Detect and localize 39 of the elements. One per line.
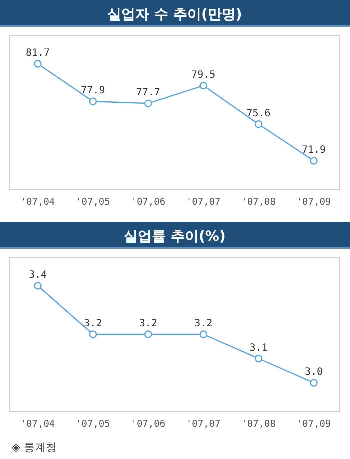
x-tick-label: '07,08 (242, 197, 276, 208)
point (89, 330, 98, 338)
data-label: 71.9 (302, 145, 326, 156)
data-label: 79.5 (192, 70, 216, 81)
data-label: 75.6 (246, 108, 271, 120)
data-label: 3.4 (28, 270, 48, 281)
point (144, 330, 152, 338)
text: ◈ 통계청 (12, 441, 57, 454)
x-tick-label: '07,04 (20, 197, 56, 208)
point (34, 282, 42, 290)
x-tick-label: '07,09 (296, 419, 332, 430)
x-tick-label: '07,05 (76, 419, 110, 430)
x-tick-label: '07,05 (76, 197, 110, 208)
x-tick-label: '07,04 (20, 419, 56, 430)
data-label: 81.7 (26, 48, 50, 59)
data-label: 3.2 (84, 318, 102, 330)
point (310, 157, 318, 165)
point (200, 330, 208, 338)
point (144, 100, 152, 108)
data-label: 3.0 (304, 367, 324, 378)
point (34, 60, 42, 68)
data-label: 3.2 (139, 318, 158, 330)
x-tick-label: '07,09 (296, 197, 332, 208)
data-label: 3.2 (194, 318, 213, 330)
data-label: 77.7 (136, 88, 160, 99)
data-label: 77.9 (81, 86, 106, 97)
chart-title: 실업률 추이(%) (124, 229, 226, 245)
x-tick-label: '07,07 (186, 197, 221, 208)
x-tick-label: '07,06 (131, 197, 166, 208)
x-tick-label: '07,06 (131, 419, 166, 430)
x-tick-label: '07,08 (242, 419, 276, 430)
chart-title: 실업자 수 추이(만명) (108, 7, 242, 23)
point (200, 82, 208, 90)
point (89, 98, 98, 106)
point (254, 120, 263, 128)
x-tick-label: '07,07 (186, 419, 221, 430)
point (310, 379, 318, 387)
data-label: 3.1 (250, 342, 268, 354)
point (254, 354, 263, 363)
